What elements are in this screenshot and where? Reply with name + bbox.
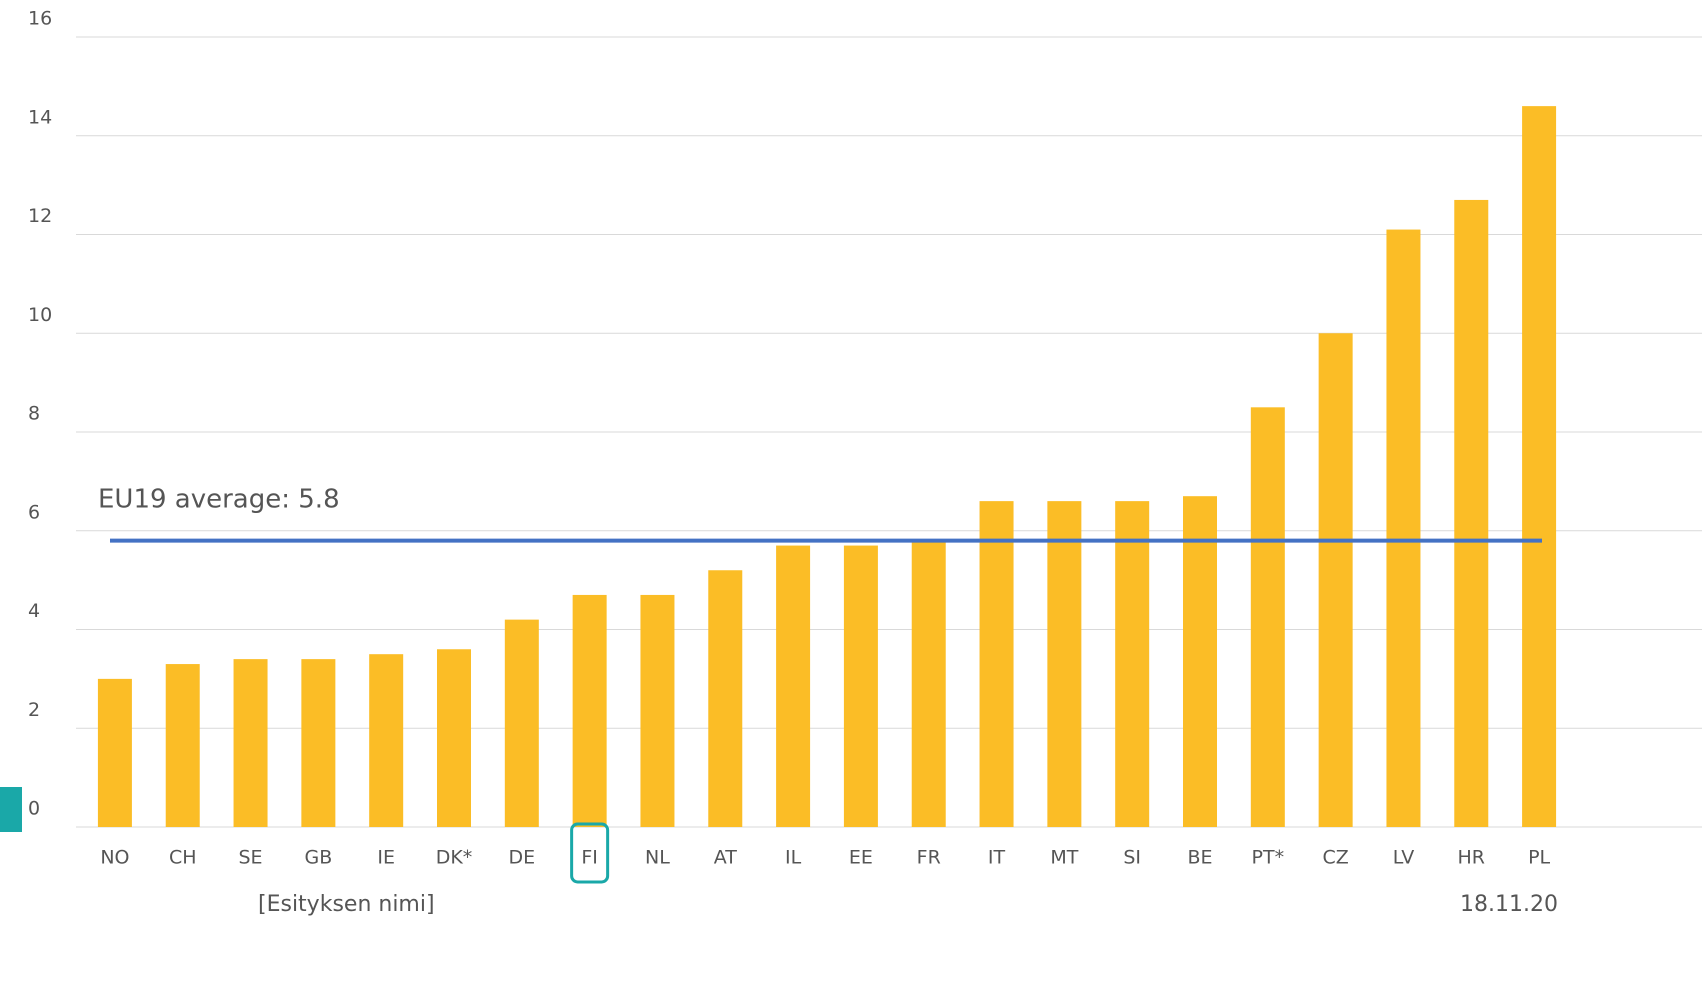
- x-tick-label: SI: [1123, 847, 1141, 869]
- bar: [437, 649, 471, 827]
- bar: [369, 654, 404, 827]
- x-tick-label: LV: [1393, 847, 1415, 869]
- y-tick-label: 14: [28, 106, 52, 128]
- bar: [1454, 199, 1489, 827]
- x-tick-label: NO: [100, 847, 129, 869]
- bar: [1115, 501, 1150, 827]
- x-tick-label: EE: [849, 847, 873, 869]
- x-tick-label: DE: [508, 847, 535, 869]
- bar: [979, 501, 1014, 827]
- y-tick-label: 16: [28, 8, 52, 30]
- highlight-box: [570, 822, 610, 884]
- average-label: EU19 average: 5.8: [98, 485, 340, 515]
- bar: [1522, 106, 1557, 827]
- x-tick-label: PL: [1528, 847, 1550, 869]
- x-tick-label: GB: [304, 847, 332, 869]
- bar: [640, 594, 675, 827]
- x-tick-label: NL: [645, 847, 670, 869]
- bar: [572, 594, 607, 827]
- y-tick-label: 2: [28, 699, 40, 721]
- y-tick-label: 10: [28, 304, 52, 326]
- x-tick-label: DK*: [436, 847, 473, 869]
- x-tick-label: CH: [169, 847, 197, 869]
- bar: [301, 659, 336, 827]
- x-tick-label: FR: [917, 847, 941, 869]
- bar: [911, 540, 946, 827]
- y-tick-label: 4: [28, 600, 40, 622]
- x-tick-label: CZ: [1322, 847, 1348, 869]
- y-tick-label: 0: [28, 798, 40, 820]
- bar: [1250, 407, 1285, 827]
- footer-title: [Esityksen nimi]: [258, 892, 435, 917]
- x-tick-label: SE: [239, 847, 263, 869]
- bar: [1047, 501, 1082, 827]
- x-tick-label: AT: [714, 847, 738, 869]
- x-tick-label: PT*: [1252, 847, 1285, 869]
- bar: [233, 659, 268, 827]
- bar: [165, 664, 200, 827]
- bar: [504, 619, 539, 827]
- bar: [1318, 333, 1353, 827]
- x-tick-label: IL: [785, 847, 802, 869]
- x-tick-label: IE: [377, 847, 395, 869]
- y-tick-label: 12: [28, 205, 52, 227]
- x-tick-label: FI: [581, 847, 598, 869]
- x-tick-label: MT: [1050, 847, 1078, 869]
- x-tick-label: HR: [1458, 847, 1486, 869]
- y-tick-label: 6: [28, 501, 40, 523]
- footer-date: 18.11.20: [1460, 892, 1558, 917]
- bar: [708, 570, 743, 827]
- y-tick-label: 8: [28, 403, 40, 425]
- bar: [776, 545, 811, 827]
- x-tick-label: BE: [1187, 847, 1212, 869]
- side-accent: [0, 787, 22, 832]
- bar: [1183, 496, 1217, 827]
- x-tick-label: IT: [988, 847, 1006, 869]
- bar: [97, 678, 132, 827]
- bar: [1386, 229, 1421, 827]
- bar: [843, 545, 878, 827]
